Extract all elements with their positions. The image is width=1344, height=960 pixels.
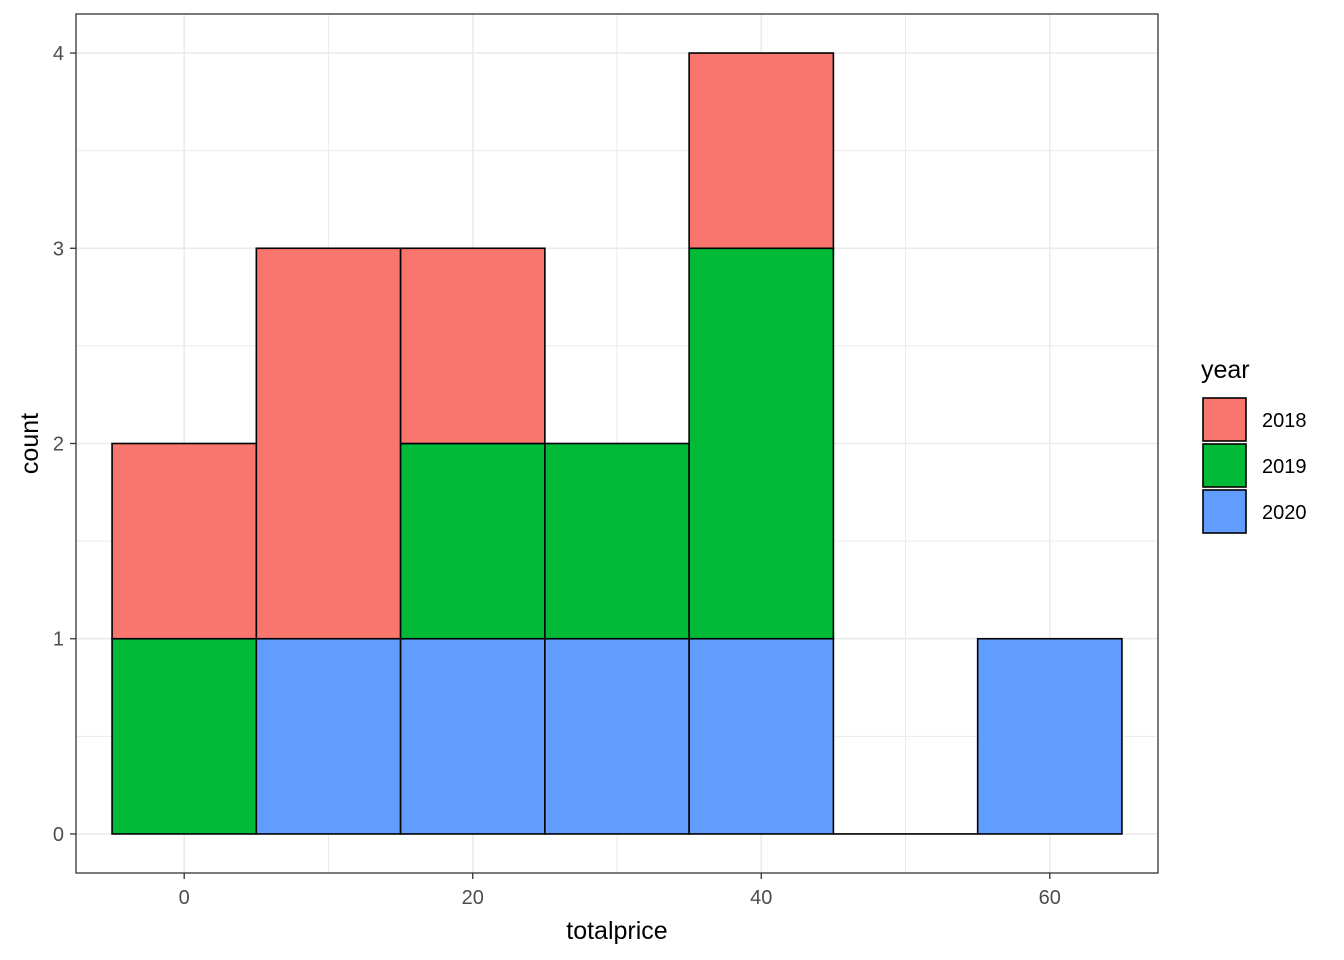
x-tick-label: 60 xyxy=(1039,887,1061,909)
bar-2019-bin-20 xyxy=(399,442,546,640)
x-tick-label: 40 xyxy=(750,887,772,909)
bar-2019-bin-30 xyxy=(544,442,690,640)
x-axis-title: totalprice xyxy=(566,917,667,945)
legend-key-2018 xyxy=(1202,397,1247,442)
legend-label-2020: 2020 xyxy=(1262,502,1307,524)
x-tick-label: 0 xyxy=(179,887,190,909)
legend-key-2019 xyxy=(1202,443,1247,488)
legend-title: year xyxy=(1201,356,1250,384)
x-axis: 0 20 40 60 xyxy=(179,873,1061,909)
bar-2018-bin-20 xyxy=(399,247,546,445)
y-tick-label: 0 xyxy=(53,824,64,846)
bar-2020-bin-40 xyxy=(688,637,835,835)
legend-key-2020 xyxy=(1202,489,1247,534)
x-tick-label: 20 xyxy=(462,887,484,909)
y-tick-label: 3 xyxy=(53,238,64,260)
bar-2020-bin-10 xyxy=(255,637,402,835)
y-tick-label: 1 xyxy=(53,629,64,651)
histogram-bars xyxy=(111,52,1123,835)
y-tick-label: 4 xyxy=(53,43,64,65)
bar-2018-bin-10 xyxy=(255,247,402,640)
bar-2020-bin-20 xyxy=(399,637,546,835)
bar-2020-bin-60 xyxy=(976,637,1123,835)
legend: year 2018 2019 2020 xyxy=(1201,356,1307,534)
bar-2019-bin-0 xyxy=(111,637,258,835)
bar-2018-bin-0 xyxy=(111,442,258,640)
bar-2018-bin-40 xyxy=(688,52,835,250)
bar-2020-bin-30 xyxy=(544,637,690,835)
legend-label-2019: 2019 xyxy=(1262,456,1307,478)
y-tick-label: 2 xyxy=(53,434,64,456)
bar-2019-bin-40 xyxy=(688,247,835,640)
legend-label-2018: 2018 xyxy=(1262,410,1307,432)
y-axis-title: count xyxy=(16,413,44,474)
y-axis: 0 1 2 3 4 xyxy=(53,43,76,846)
